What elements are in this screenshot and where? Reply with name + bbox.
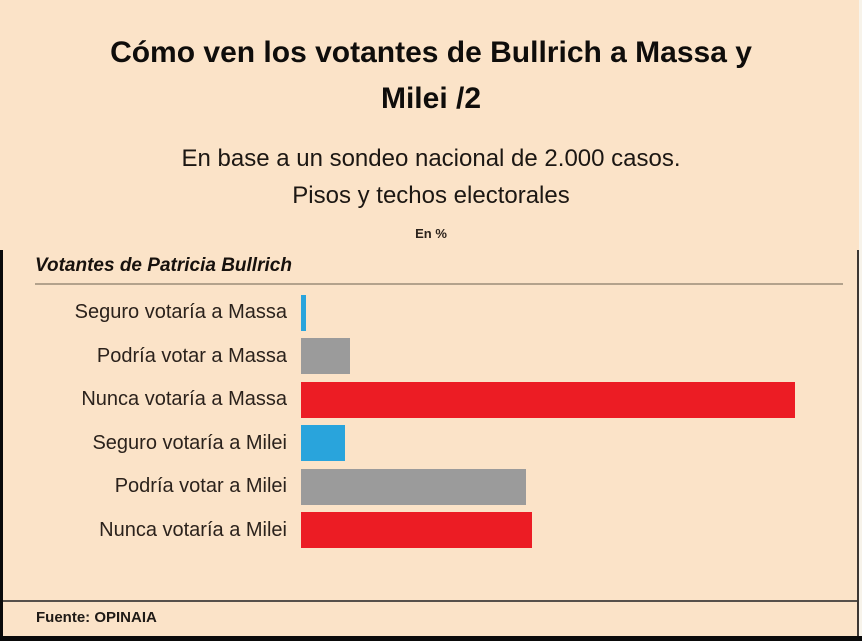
bar-seguro-votaria-massa <box>301 294 307 331</box>
subtitle-line-2: Pisos y techos electorales <box>292 182 570 209</box>
chart-row: Podría votar a Milei <box>0 465 850 509</box>
bar-chart: Seguro votaría a Massa Podría votar a Ma… <box>0 291 850 552</box>
footer-divider <box>0 600 862 602</box>
category-label: Podría votar a Milei <box>114 475 287 498</box>
category-label: Seguro votaría a Massa <box>74 301 287 324</box>
subtitle: En base a un sondeo nacional de 2.000 ca… <box>31 140 831 214</box>
bar-nunca-votaria-massa <box>301 381 796 418</box>
bar-podria-votar-milei <box>301 468 527 505</box>
chart-row: Nunca votaría a Massa <box>0 378 850 422</box>
title-line-1: Cómo ven los votantes de Bullrich a Mass… <box>110 36 752 69</box>
frame-left-border <box>0 250 3 641</box>
section-divider <box>35 283 843 285</box>
subtitle-line-1: En base a un sondeo nacional de 2.000 ca… <box>181 145 681 172</box>
unit-label: En % <box>415 226 447 241</box>
category-label: Podría votar a Massa <box>96 344 287 367</box>
section-label: Votantes de Patricia Bullrich <box>35 255 292 276</box>
category-label: Nunca votaría a Massa <box>81 388 287 411</box>
bar-track <box>301 294 850 331</box>
chart-row: Podría votar a Massa <box>0 335 850 379</box>
source-label: Fuente: OPINAIA <box>36 609 157 626</box>
chart-row: Seguro votaría a Milei <box>0 422 850 466</box>
bar-nunca-votaria-milei <box>301 512 532 549</box>
bar-track <box>301 468 850 505</box>
bar-track <box>301 338 850 375</box>
bar-seguro-votaria-milei <box>301 425 345 462</box>
category-label: Seguro votaría a Milei <box>92 431 287 454</box>
chart-row: Nunca votaría a Milei <box>0 509 850 553</box>
title-line-2: Milei /2 <box>380 82 482 115</box>
frame-bottom-border <box>0 636 862 641</box>
chart-row: Seguro votaría a Massa <box>0 291 850 335</box>
bar-podria-votar-massa <box>301 338 351 375</box>
page-title: Cómo ven los votantes de Bullrich a Mass… <box>31 30 831 122</box>
frame-right-edge <box>859 0 862 641</box>
bar-track <box>301 512 850 549</box>
bar-track <box>301 381 850 418</box>
bar-track <box>301 425 850 462</box>
frame-right-border <box>857 250 859 641</box>
category-label: Nunca votaría a Milei <box>99 518 287 541</box>
